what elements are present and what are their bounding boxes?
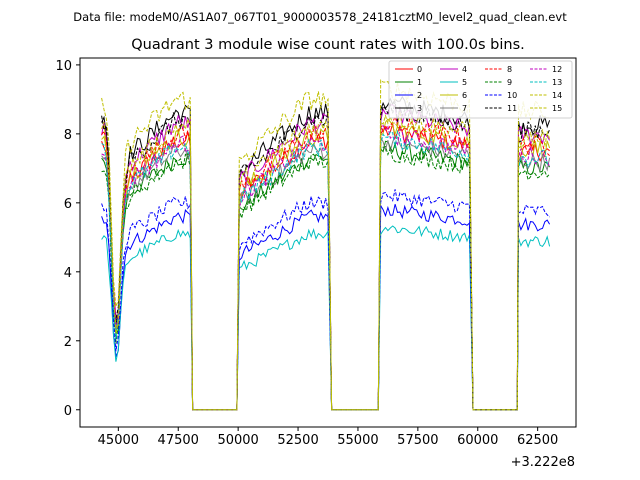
series-layer — [101, 79, 551, 411]
series-line-9 — [101, 145, 550, 411]
x-tick-label: 47500 — [158, 433, 199, 448]
x-tick-label: 62500 — [517, 433, 558, 448]
series-line-12 — [101, 124, 551, 411]
y-tick-label: 0 — [64, 404, 72, 419]
legend-label-8: 8 — [507, 65, 512, 74]
series-line-3 — [101, 95, 551, 411]
legend-label-4: 4 — [462, 65, 467, 74]
legend-label-9: 9 — [507, 78, 512, 87]
legend-label-12: 12 — [552, 65, 562, 74]
legend-label-7: 7 — [462, 104, 467, 113]
legend-label-5: 5 — [462, 78, 467, 87]
series-line-15 — [101, 111, 551, 411]
legend-box — [388, 60, 573, 119]
x-tick-label: 50000 — [217, 433, 258, 448]
series-line-14 — [101, 79, 550, 411]
legend-label-3: 3 — [417, 104, 422, 113]
y-tick-label: 2 — [64, 335, 72, 350]
legend-label-10: 10 — [507, 91, 517, 100]
x-axis: 45000 47500 50000 52500 55000 57500 60000 62500 — [98, 427, 558, 448]
legend-label-1: 1 — [417, 78, 422, 87]
y-tick-label: 10 — [55, 59, 72, 74]
legend-label-2: 2 — [417, 91, 422, 100]
plot-frame — [79, 57, 577, 428]
figure-suptitle: Data file: modeM0/AS1A07_067T01_90000035… — [73, 10, 567, 24]
x-tick-label: 45000 — [98, 433, 139, 448]
legend-label-15: 15 — [552, 104, 562, 113]
chart-title: Quadrant 3 module wise count rates with … — [131, 37, 525, 53]
legend-label-13: 13 — [552, 78, 562, 87]
series-line-7 — [101, 135, 551, 411]
x-tick-label: 57500 — [397, 433, 438, 448]
series-line-13 — [101, 129, 550, 411]
legend-label-6: 6 — [462, 91, 467, 100]
x-tick-label: 60000 — [457, 433, 498, 448]
x-tick-label: 55000 — [337, 433, 378, 448]
series-line-1 — [101, 140, 551, 411]
legend-label-14: 14 — [552, 91, 562, 100]
legend-label-0: 0 — [417, 65, 422, 74]
series-line-4 — [101, 103, 551, 411]
x-offset-label: +3.222e8 — [511, 455, 575, 470]
y-tick-label: 8 — [64, 128, 72, 143]
series-line-5 — [101, 225, 551, 411]
series-line-2 — [101, 203, 551, 411]
y-tick-label: 4 — [64, 266, 72, 281]
series-line-10 — [101, 189, 550, 411]
x-tick-label: 52500 — [277, 433, 318, 448]
legend-label-11: 11 — [507, 104, 517, 113]
y-axis: 0 2 4 6 8 10 — [55, 59, 80, 419]
y-tick-label: 6 — [64, 197, 72, 212]
